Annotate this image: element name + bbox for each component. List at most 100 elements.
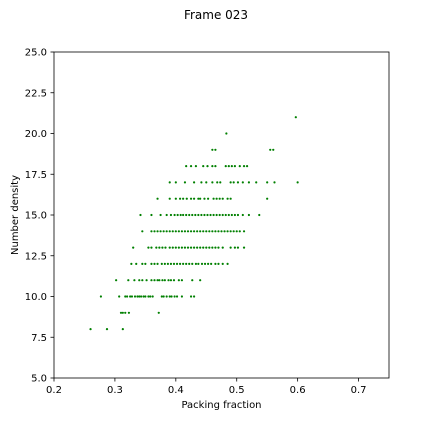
data-point <box>241 181 244 184</box>
data-point <box>235 230 238 233</box>
data-point <box>199 279 202 282</box>
data-point <box>177 246 180 249</box>
x-axis-label: Packing fraction <box>181 400 261 411</box>
data-point <box>159 213 162 217</box>
data-point <box>168 230 171 233</box>
data-point <box>138 279 141 282</box>
y-tick-label: 15.0 <box>25 211 47 222</box>
data-point <box>147 295 150 298</box>
data-point <box>169 213 173 217</box>
data-point <box>133 295 137 298</box>
data-point <box>130 262 133 265</box>
data-point <box>192 295 196 298</box>
data-point <box>230 213 233 217</box>
data-point <box>156 279 159 282</box>
data-point <box>192 246 196 249</box>
data-point <box>172 279 176 282</box>
chart-title: Frame 023 <box>184 8 248 22</box>
data-point <box>199 197 202 200</box>
data-point <box>185 262 188 265</box>
y-tick-label: 7.5 <box>31 333 47 344</box>
data-point <box>211 246 214 249</box>
data-point <box>191 279 194 282</box>
data-point <box>221 213 224 217</box>
data-point <box>141 279 144 282</box>
data-point <box>124 295 127 298</box>
data-point <box>215 213 218 217</box>
data-point <box>233 213 236 217</box>
data-point <box>230 165 233 168</box>
data-point <box>125 295 129 298</box>
y-tick-label: 5.0 <box>31 374 47 385</box>
data-point <box>189 295 193 298</box>
data-point <box>211 230 214 233</box>
data-point <box>236 213 240 217</box>
data-point <box>296 181 299 184</box>
data-point <box>238 165 241 168</box>
data-point <box>189 246 193 249</box>
data-point <box>185 197 188 200</box>
data-point <box>173 213 176 217</box>
data-point <box>205 181 208 184</box>
y-axis-ticks: 5.0 7.5 10.0 12.5 15.0 17.5 20.0 22.5 25.0 <box>25 48 54 385</box>
y-tick-label: 20.0 <box>25 129 47 140</box>
data-point <box>185 165 188 168</box>
data-point <box>206 213 209 217</box>
data-point <box>245 165 249 168</box>
data-point <box>151 295 154 298</box>
data-point <box>197 262 200 265</box>
data-point <box>185 213 188 217</box>
data-point <box>194 165 198 168</box>
data-point <box>150 213 153 217</box>
data-point <box>197 213 200 217</box>
data-point <box>229 181 232 184</box>
data-point <box>233 165 236 168</box>
data-point <box>183 246 187 249</box>
data-point <box>115 279 118 282</box>
data-point <box>221 262 224 265</box>
data-point <box>156 230 159 233</box>
data-point <box>124 311 127 314</box>
data-point <box>236 181 240 184</box>
data-point <box>226 230 229 233</box>
data-point <box>173 295 176 298</box>
data-point <box>200 181 203 184</box>
data-point <box>171 230 174 233</box>
x-tick-label: 0.2 <box>46 385 62 396</box>
data-point <box>144 295 147 298</box>
data-point <box>215 197 218 200</box>
x-tick-label: 0.4 <box>168 385 184 396</box>
data-point <box>232 230 235 233</box>
data-point <box>207 262 210 265</box>
data-point <box>221 197 224 200</box>
data-point <box>205 230 208 233</box>
data-point <box>202 246 205 249</box>
data-point <box>139 213 142 217</box>
data-point <box>203 262 207 265</box>
data-point <box>150 262 153 265</box>
data-point <box>202 165 205 168</box>
data-point <box>165 230 168 233</box>
data-point <box>171 246 174 249</box>
data-point <box>199 230 202 233</box>
data-point <box>191 213 194 217</box>
data-point <box>127 311 131 314</box>
data-point <box>175 295 179 298</box>
data-point <box>196 246 199 249</box>
data-point <box>182 197 185 200</box>
data-point <box>158 279 161 282</box>
x-tick-label: 0.7 <box>351 385 367 396</box>
data-point <box>166 262 169 265</box>
data-point <box>174 181 177 184</box>
data-point <box>121 328 124 331</box>
data-point <box>180 230 184 233</box>
data-point <box>217 246 220 249</box>
data-point <box>236 246 240 249</box>
data-point <box>127 279 130 282</box>
data-point <box>209 213 212 217</box>
data-point <box>165 213 168 217</box>
data-point <box>138 295 141 298</box>
data-point <box>180 279 184 282</box>
data-point <box>202 230 205 233</box>
